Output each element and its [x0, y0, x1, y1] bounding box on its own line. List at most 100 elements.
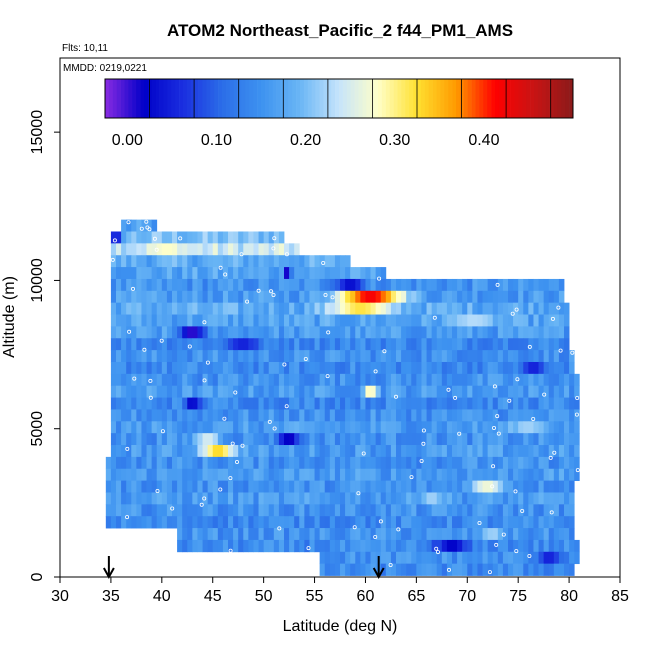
heatmap-cell [329, 314, 336, 327]
heatmap-cell [355, 563, 361, 576]
heatmap-cell [375, 528, 382, 541]
heatmap-cell [523, 421, 529, 434]
heatmap-cell [385, 302, 392, 315]
heatmap-cell [553, 539, 560, 553]
heatmap-cell [146, 468, 153, 482]
heatmap-cell [421, 338, 427, 351]
heatmap-cell [197, 326, 203, 339]
heatmap-cell [233, 516, 239, 529]
heatmap-cell [390, 338, 397, 351]
heatmap-cell [258, 338, 265, 351]
heatmap-cell [436, 350, 443, 363]
heatmap-cell [248, 373, 254, 387]
heatmap-cell [467, 516, 473, 529]
heatmap-cell [513, 456, 519, 470]
heatmap-cell [441, 338, 448, 351]
heatmap-cell [528, 385, 534, 398]
heatmap-cell [121, 373, 127, 387]
heatmap-cell [548, 563, 555, 576]
heatmap-cell [497, 504, 504, 517]
heatmap-cell [141, 456, 147, 470]
heatmap-cell [217, 326, 224, 339]
track-point [491, 425, 496, 430]
heatmap-cell [548, 445, 555, 458]
heatmap-cell [436, 326, 443, 339]
heatmap-cell [360, 397, 366, 410]
heatmap-cell [487, 397, 494, 410]
heatmap-cell [452, 468, 458, 482]
heatmap-cell [217, 314, 224, 327]
heatmap-cell [202, 243, 209, 256]
heatmap-cell [172, 278, 178, 292]
heatmap-cell [233, 314, 239, 327]
heatmap-cell [528, 361, 534, 375]
heatmap-cell [385, 409, 392, 422]
heatmap-cell [375, 421, 382, 434]
heatmap-cell [309, 326, 315, 339]
heatmap-cell [513, 468, 519, 482]
heatmap-cell [350, 326, 356, 339]
heatmap-cell [166, 456, 173, 470]
heatmap-cell [121, 385, 127, 398]
heatmap-cell [116, 338, 122, 351]
track-point [501, 532, 506, 537]
heatmap-cell [182, 421, 188, 434]
heatmap-cell [289, 433, 295, 446]
heatmap-cell [334, 350, 341, 363]
heatmap-cell [441, 433, 448, 446]
heatmap-cell [197, 361, 203, 375]
heatmap-cell [273, 302, 280, 315]
heatmap-cell [411, 480, 417, 493]
heatmap-cell [222, 397, 229, 410]
colorbar-swatch [420, 79, 426, 118]
colorbar-swatch [389, 79, 394, 118]
heatmap-cell [172, 468, 178, 482]
track-point [160, 429, 165, 434]
heatmap-cell [284, 278, 290, 292]
heatmap-cell [446, 516, 453, 529]
heatmap-cell [446, 385, 453, 398]
heatmap-cell [228, 539, 234, 553]
heatmap-cell [278, 326, 285, 339]
heatmap-cell [217, 373, 224, 387]
heatmap-cell [564, 551, 570, 565]
heatmap-cell [161, 231, 168, 244]
heatmap-cell [309, 278, 315, 292]
heatmap-cell [141, 350, 147, 363]
heatmap-cell [243, 243, 249, 256]
heatmap-cell [182, 397, 188, 410]
heatmap-cell [518, 373, 524, 387]
heatmap-cell [564, 302, 570, 315]
heatmap-cell [258, 397, 265, 410]
heatmap-cell [345, 421, 351, 434]
heatmap-cell [248, 302, 254, 315]
heatmap-cell [324, 445, 331, 458]
heatmap-cell [513, 492, 519, 505]
heatmap-cell [141, 373, 147, 387]
heatmap-cell [121, 504, 127, 517]
heatmap-cell [564, 373, 570, 387]
heatmap-cell [314, 373, 321, 387]
heatmap-cell [487, 504, 494, 517]
colorbar-swatch [264, 79, 270, 118]
heatmap-cell [187, 255, 193, 268]
heatmap-cell [355, 433, 361, 446]
heatmap-cell [350, 409, 356, 422]
track-point [570, 350, 575, 355]
heatmap-cell [278, 409, 285, 422]
heatmap-cell [406, 373, 412, 387]
heatmap-cell [110, 243, 117, 256]
heatmap-cell [248, 290, 254, 304]
colorbar-swatch [463, 79, 468, 118]
heatmap-cell [497, 551, 504, 565]
heatmap-cell [569, 373, 575, 387]
heatmap-cell [258, 267, 265, 280]
heatmap-cell [161, 326, 168, 339]
heatmap-cell [304, 338, 310, 351]
heatmap-cell [289, 528, 295, 541]
heatmap-cell [141, 504, 147, 517]
heatmap-cell [202, 326, 209, 339]
heatmap-cell [116, 314, 122, 327]
heatmap-cell [538, 445, 545, 458]
heatmap-cell [441, 314, 448, 327]
